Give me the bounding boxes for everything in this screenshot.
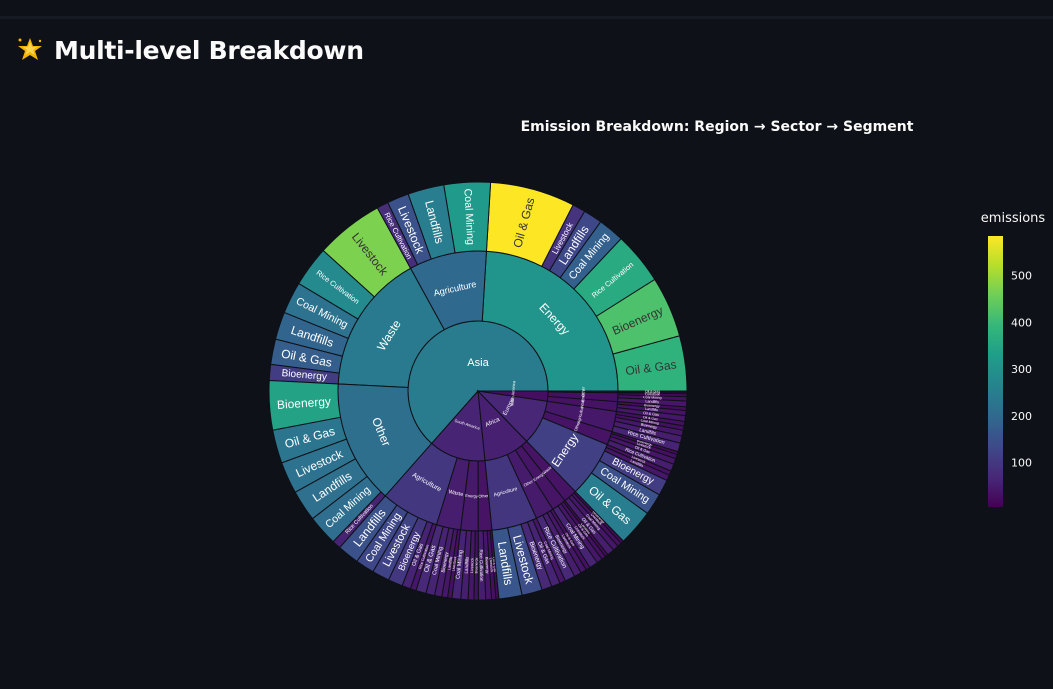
segment-label-north-america-waste-bioenergy-2: Bioenergy [644, 403, 660, 408]
glowing-star-icon [18, 38, 42, 60]
sector-label-africa-waste: Waste [541, 464, 553, 476]
sector-label-north-america-energy: Energy [580, 389, 586, 402]
sector-label-europe-agriculture: Agriculture [576, 403, 585, 424]
region-label-asia: Asia [467, 357, 489, 369]
sector-label-africa-energy: Energy [532, 471, 545, 482]
sector-label-south-america-waste: Waste [448, 489, 464, 498]
segment-label-europe-other-bioenergy-3: Bioenergy [637, 439, 653, 448]
segment-label-europe-energy-landfills-3: Landfills [630, 459, 644, 468]
colorbar-tick-200: 200 [1011, 410, 1032, 423]
page-title: Multi-level Breakdown [16, 30, 364, 70]
colorbar-tick-300: 300 [1011, 363, 1032, 376]
segment-label-south-america-waste-livestock-4: Livestock [451, 556, 457, 571]
segment-label-asia-waste-bioenergy-5: Bioenergy [281, 368, 328, 383]
segment-label-north-america-other-bioenergy-0: Bioenergy [645, 391, 661, 395]
sector-label-europe-other: Other [573, 420, 581, 432]
segment-label-south-america-energy-bioenergy-3: Bioenergy [474, 557, 478, 573]
segment-label-africa-agriculture-coal-mining-4: Coal Mining [543, 541, 555, 560]
segment-label-south-america-energy-livestock-2: Livestock [470, 557, 475, 573]
segment-label-africa-other-livestock-2: Livestock [561, 534, 572, 549]
segment-label-europe-agriculture-oil-and-gas-4: Oil & Gas [643, 415, 659, 421]
segment-label-europe-other-oil-and-gas-1: Oil & Gas [634, 445, 650, 454]
segment-label-north-america-waste-landfills-1: Landfills [645, 407, 658, 412]
segment-label-south-america-agriculture-rice-cultivation-5: Rice Cultivation [418, 544, 430, 570]
segment-label-europe-energy-livestock-4: Livestock [631, 455, 646, 465]
colorbar-title: emissions [981, 211, 1046, 226]
segment-label-europe-other-livestock-2: Livestock [636, 442, 651, 450]
segment-label-south-america-waste-bioenergy-2: Bioenergy [440, 551, 449, 573]
segment-label-south-america-waste-landfills-3: Landfills [447, 556, 453, 570]
segment-label-south-america-energy-coal-mining-0: Coal Mining [455, 550, 464, 580]
segment-label-asia-agriculture-coal-mining-0: Coal Mining [461, 188, 476, 245]
segment-label-africa-agriculture-landfills-0: Landfills [495, 541, 516, 587]
page-title-text: Multi-level Breakdown [54, 35, 364, 65]
colorbar-tick-400: 400 [1011, 316, 1032, 329]
sector-label-south-america-other: Other [478, 493, 489, 499]
colorbar-tick-500: 500 [1011, 270, 1032, 283]
segment-label-north-america-waste-oil-and-gas-0: Oil & Gas [643, 411, 659, 417]
chart-title: Emission Breakdown: Region → Sector → Se… [521, 119, 914, 135]
sector-label-south-america-energy: Energy [465, 493, 478, 499]
segment-label-south-america-energy-landfills-1: Landfills [464, 556, 470, 574]
segment-label-europe-agriculture-landfills-1: Landfills [639, 427, 657, 436]
colorbar: emissions 100 200 300 400 500 [981, 211, 1046, 507]
sector-label-north-america-waste: Waste [579, 396, 585, 408]
segment-label-asia-energy-oil-and-gas-0: Oil & Gas [625, 357, 678, 378]
segment-label-south-america-other-rice-cultivation-0: Rice Cultivation [479, 549, 485, 581]
sector-label-africa-other: Other [523, 478, 535, 487]
colorbar-tick-100: 100 [1011, 457, 1032, 470]
segment-label-asia-other-bioenergy-0: Bioenergy [276, 394, 331, 412]
app-header-divider [0, 16, 1053, 19]
segment-label-north-america-energy-landfills-0: Landfills [645, 399, 659, 404]
segment-label-north-america-energy-livestock-2: Livestock [645, 392, 660, 396]
segment-label-south-america-other-oil-and-gas-3: Oil & Gas [492, 557, 497, 573]
segment-label-europe-agriculture-bioenergy-2: Bioenergy [640, 423, 657, 430]
colorbar-gradient [988, 236, 1003, 507]
segment-label-south-america-other-bioenergy-1: Bioenergy [485, 557, 490, 574]
segment-label-africa-energy-landfills-3: Landfills [580, 522, 591, 535]
segment-label-europe-agriculture-coal-mining-3: Coal Mining [640, 418, 659, 425]
app-header-bar [0, 0, 1053, 18]
sector-label-north-america-other: Other [580, 386, 585, 397]
segment-label-north-america-energy-coal-mining-1: Coal Mining [643, 395, 662, 400]
region-label-north-america: North America [509, 380, 516, 406]
segment-label-africa-other-oil-and-gas-3: Oil & Gas [564, 532, 575, 547]
segment-wedge-north-america-other-oil-and-gas-1[interactable] [617, 390, 688, 393]
segment-label-north-america-other-oil-and-gas-1: Oil & Gas [645, 389, 660, 393]
segment-label-south-america-other-livestock-2: Livestock [489, 558, 494, 573]
